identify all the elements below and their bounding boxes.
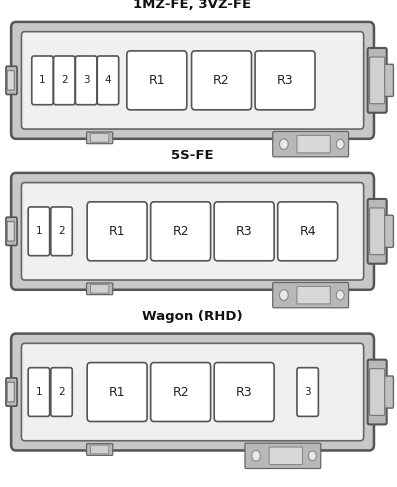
FancyBboxPatch shape bbox=[297, 368, 318, 416]
FancyBboxPatch shape bbox=[6, 66, 17, 94]
FancyBboxPatch shape bbox=[21, 343, 364, 441]
Text: 2: 2 bbox=[58, 226, 65, 236]
FancyBboxPatch shape bbox=[54, 56, 75, 105]
FancyBboxPatch shape bbox=[368, 199, 387, 264]
FancyBboxPatch shape bbox=[384, 376, 393, 408]
FancyBboxPatch shape bbox=[370, 369, 385, 415]
FancyBboxPatch shape bbox=[370, 208, 385, 255]
FancyBboxPatch shape bbox=[51, 368, 72, 416]
Circle shape bbox=[336, 290, 344, 300]
FancyBboxPatch shape bbox=[91, 284, 109, 293]
Text: 3: 3 bbox=[304, 387, 311, 397]
Text: R2: R2 bbox=[213, 74, 230, 87]
FancyBboxPatch shape bbox=[28, 207, 50, 256]
Text: 1MZ-FE, 3VZ-FE: 1MZ-FE, 3VZ-FE bbox=[133, 0, 252, 11]
FancyBboxPatch shape bbox=[278, 202, 337, 261]
Text: R4: R4 bbox=[299, 225, 316, 238]
FancyBboxPatch shape bbox=[245, 443, 321, 468]
FancyBboxPatch shape bbox=[370, 57, 385, 104]
Text: Wagon (RHD): Wagon (RHD) bbox=[142, 310, 243, 322]
Circle shape bbox=[308, 451, 316, 461]
FancyBboxPatch shape bbox=[7, 222, 14, 241]
FancyBboxPatch shape bbox=[269, 447, 303, 465]
Circle shape bbox=[252, 450, 260, 461]
FancyBboxPatch shape bbox=[87, 362, 147, 421]
Text: 4: 4 bbox=[105, 75, 111, 85]
FancyBboxPatch shape bbox=[6, 217, 17, 245]
Circle shape bbox=[279, 139, 288, 150]
FancyBboxPatch shape bbox=[127, 51, 187, 110]
FancyBboxPatch shape bbox=[150, 202, 210, 261]
FancyBboxPatch shape bbox=[11, 173, 374, 290]
FancyBboxPatch shape bbox=[87, 132, 113, 144]
Text: R1: R1 bbox=[109, 386, 125, 398]
FancyBboxPatch shape bbox=[32, 56, 53, 105]
FancyBboxPatch shape bbox=[11, 334, 374, 450]
FancyBboxPatch shape bbox=[7, 382, 14, 402]
FancyBboxPatch shape bbox=[11, 22, 374, 139]
Circle shape bbox=[336, 139, 344, 149]
FancyBboxPatch shape bbox=[297, 135, 330, 153]
FancyBboxPatch shape bbox=[368, 359, 387, 424]
FancyBboxPatch shape bbox=[97, 56, 119, 105]
FancyBboxPatch shape bbox=[87, 202, 147, 261]
FancyBboxPatch shape bbox=[91, 445, 109, 454]
Text: 2: 2 bbox=[58, 387, 65, 397]
FancyBboxPatch shape bbox=[7, 71, 14, 90]
Text: R2: R2 bbox=[172, 225, 189, 238]
Circle shape bbox=[279, 290, 288, 300]
FancyBboxPatch shape bbox=[191, 51, 252, 110]
FancyBboxPatch shape bbox=[384, 64, 393, 96]
FancyBboxPatch shape bbox=[384, 215, 393, 247]
FancyBboxPatch shape bbox=[28, 368, 50, 416]
FancyBboxPatch shape bbox=[273, 131, 349, 157]
FancyBboxPatch shape bbox=[273, 282, 349, 308]
Text: R3: R3 bbox=[277, 74, 293, 87]
Text: 1: 1 bbox=[36, 226, 42, 236]
FancyBboxPatch shape bbox=[297, 286, 330, 304]
Text: 3: 3 bbox=[83, 75, 89, 85]
Text: 1: 1 bbox=[39, 75, 46, 85]
FancyBboxPatch shape bbox=[21, 183, 364, 280]
FancyBboxPatch shape bbox=[87, 444, 113, 455]
Text: 2: 2 bbox=[61, 75, 67, 85]
FancyBboxPatch shape bbox=[6, 378, 17, 406]
FancyBboxPatch shape bbox=[21, 32, 364, 129]
FancyBboxPatch shape bbox=[214, 362, 274, 421]
FancyBboxPatch shape bbox=[75, 56, 97, 105]
FancyBboxPatch shape bbox=[368, 48, 387, 112]
FancyBboxPatch shape bbox=[150, 362, 210, 421]
Text: R3: R3 bbox=[236, 386, 252, 398]
Text: R1: R1 bbox=[109, 225, 125, 238]
Text: 5S-FE: 5S-FE bbox=[171, 149, 214, 162]
FancyBboxPatch shape bbox=[91, 133, 109, 142]
FancyBboxPatch shape bbox=[51, 207, 72, 256]
FancyBboxPatch shape bbox=[214, 202, 274, 261]
Text: R2: R2 bbox=[172, 386, 189, 398]
Text: R3: R3 bbox=[236, 225, 252, 238]
FancyBboxPatch shape bbox=[87, 283, 113, 295]
Text: 1: 1 bbox=[36, 387, 42, 397]
Text: R1: R1 bbox=[148, 74, 165, 87]
FancyBboxPatch shape bbox=[255, 51, 315, 110]
